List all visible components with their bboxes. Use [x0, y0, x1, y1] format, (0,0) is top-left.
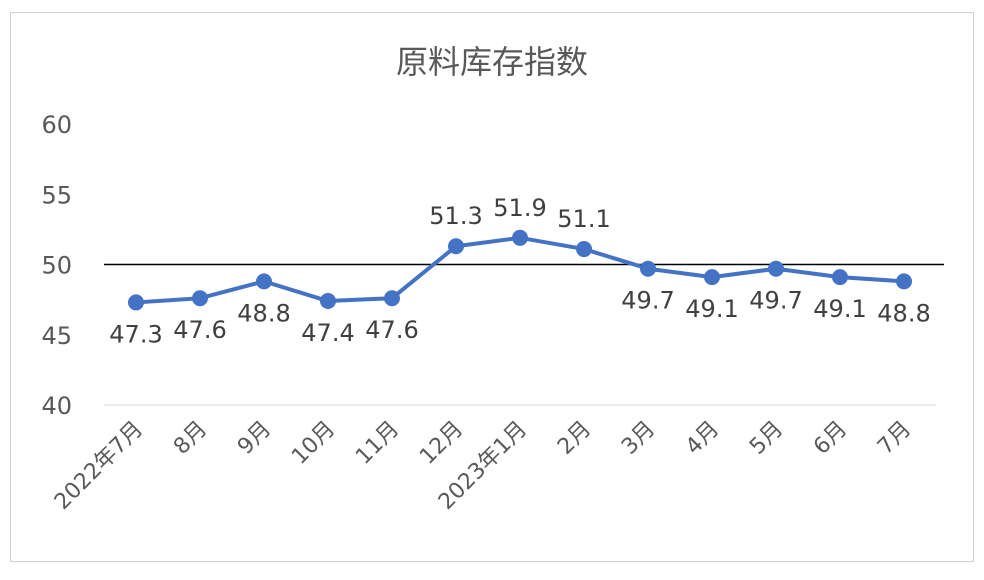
x-tick-label: 3月 — [617, 417, 660, 460]
x-tick-label: 4月 — [681, 417, 724, 460]
y-tick-label: 60 — [41, 111, 72, 139]
series-group — [128, 229, 912, 311]
chart-title: 原料库存指数 — [396, 43, 588, 81]
data-label: 51.1 — [557, 205, 610, 233]
data-labels-group: 47.3 47.6 48.8 47.4 47.6 51.3 51.9 51.1 49.7 49.1… — [109, 194, 930, 349]
y-tick-label: 45 — [41, 322, 72, 350]
data-point — [320, 293, 336, 310]
data-point — [704, 269, 720, 286]
y-tick-label: 50 — [41, 252, 72, 280]
data-point — [896, 273, 912, 290]
data-point — [640, 260, 656, 277]
chart-frame — [10, 12, 974, 562]
data-point — [128, 294, 144, 311]
data-point — [448, 238, 464, 255]
x-tick-label: 6月 — [809, 417, 852, 460]
data-label: 47.6 — [173, 316, 226, 344]
data-label: 48.8 — [237, 299, 290, 327]
y-tick-label: 40 — [41, 392, 72, 420]
data-point — [768, 260, 784, 277]
data-point — [832, 269, 848, 286]
x-tick-label: 9月 — [233, 417, 276, 460]
x-tick-label: 2022年7月 — [50, 417, 148, 515]
x-tick-label: 5月 — [745, 417, 788, 460]
y-tick-label: 55 — [41, 181, 72, 209]
data-label: 47.3 — [109, 320, 162, 348]
x-tick-label: 2月 — [553, 417, 596, 460]
data-label: 47.4 — [301, 319, 354, 347]
data-label: 47.6 — [365, 316, 418, 344]
data-label: 49.1 — [685, 295, 738, 323]
data-point — [576, 241, 592, 258]
x-tick-label: 10月 — [287, 417, 340, 470]
data-label: 48.8 — [877, 299, 930, 327]
data-label: 51.9 — [493, 194, 546, 222]
data-label: 49.7 — [749, 287, 802, 315]
x-tick-label: 11月 — [351, 417, 404, 470]
y-axis: 40 45 50 55 60 — [41, 111, 72, 420]
data-point — [384, 290, 400, 307]
data-label: 49.7 — [621, 287, 674, 315]
data-point — [192, 290, 208, 307]
x-tick-label: 8月 — [169, 417, 212, 460]
x-tick-label: 12月 — [415, 417, 468, 470]
data-point — [256, 273, 272, 290]
data-label: 51.3 — [429, 202, 482, 230]
x-tick-label: 7月 — [873, 417, 916, 460]
data-point — [512, 229, 528, 246]
data-label: 49.1 — [813, 295, 866, 323]
